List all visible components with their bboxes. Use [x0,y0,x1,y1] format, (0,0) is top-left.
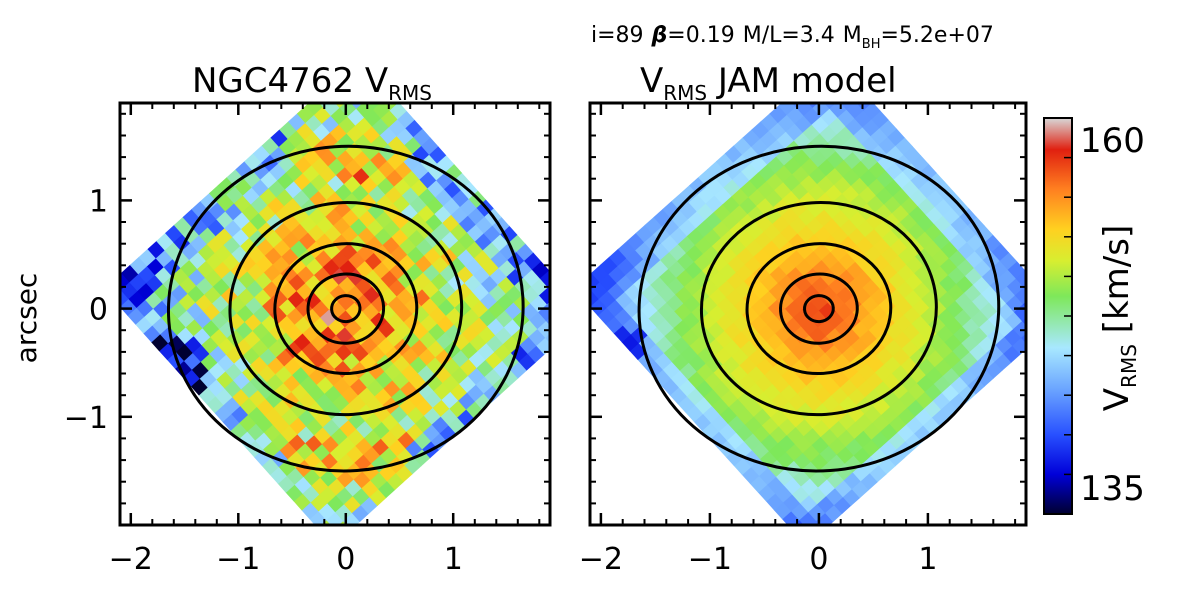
left-panel-map [120,103,589,525]
contour-4 [699,201,938,417]
colorbar-max-label: 160 [1080,121,1145,161]
left-tick-labels: −2 −1 0 1 −1 0 1 [64,184,463,577]
contour-3 [745,242,893,376]
map-pixel [829,103,847,118]
colorbar-label-sub: RMS [1117,344,1141,388]
map-pixel [372,103,391,119]
map-pixel [554,322,571,339]
contour-1 [330,294,362,324]
left-panel-ticks [120,103,550,527]
contour-4 [228,201,464,417]
param-beta: =0.19 [667,23,734,48]
contour-5 [166,144,525,473]
x-tick-label: −2 [579,542,623,577]
contour-5 [637,144,1001,473]
left-panel-title: NGC4762 VRMS [192,61,432,105]
contour-3 [273,242,419,376]
y-tick-label: 0 [89,293,108,328]
x-tick-label: −1 [688,542,732,577]
contour-2 [779,272,859,345]
map-pixel [563,314,580,331]
left-panel-contours [166,144,525,473]
map-pixel [845,103,864,119]
x-tick-label: 1 [918,542,937,577]
map-pixel [339,103,357,117]
map-pixel [389,103,407,120]
map-pixel [564,297,581,314]
map-pixel [556,288,573,305]
map-pixel [812,103,830,117]
right-title-sub: RMS [663,81,707,105]
right-title-post: JAM model [707,61,897,101]
map-pixel [305,103,324,116]
map-pixel [572,306,589,323]
right-panel-title: VRMS JAM model [640,61,897,105]
param-mbh-sub: BH [862,37,881,52]
map-pixel [778,103,797,116]
x-tick-label: 0 [336,542,355,577]
y-tick-label: 1 [89,184,108,219]
right-panel-map [590,103,1026,525]
y-tick-label: −1 [64,401,108,436]
param-inclination: i=89 [591,23,644,48]
right-tick-labels: −2 −1 0 1 [579,542,938,577]
colorbar-label-post: [km/s] [1097,225,1137,344]
left-title-sub: RMS [388,81,432,105]
contour-1 [803,294,835,324]
right-panel-frame [588,101,1028,527]
param-ml: M/L=3.4 [743,23,835,48]
right-panel-contours [637,144,1001,473]
param-beta-symbol: β [651,23,668,48]
left-panel-frame [118,101,552,527]
param-mbh-pre: M [843,23,862,48]
map-pixel [355,103,374,118]
colorbar-min-label: 135 [1080,469,1145,509]
map-pixel [862,103,881,120]
map-pixel [555,305,572,322]
right-panel-ticks [590,103,1026,527]
map-pixel [590,288,592,291]
contour-2 [306,272,386,345]
x-tick-label: −1 [216,542,260,577]
y-axis-label: arcsec [10,273,43,364]
model-params-text: i=89 β=0.19 M/L=3.4 MBH=5.2e+07 [591,23,994,52]
colorbar-label: VRMS [km/s] [1097,225,1141,411]
x-tick-label: −2 [109,542,153,577]
x-tick-label: 1 [444,542,463,577]
map-pixel [795,103,813,116]
x-tick-label: 0 [809,542,828,577]
param-mbh-post: =5.2e+07 [880,23,993,48]
map-pixel [322,103,340,116]
